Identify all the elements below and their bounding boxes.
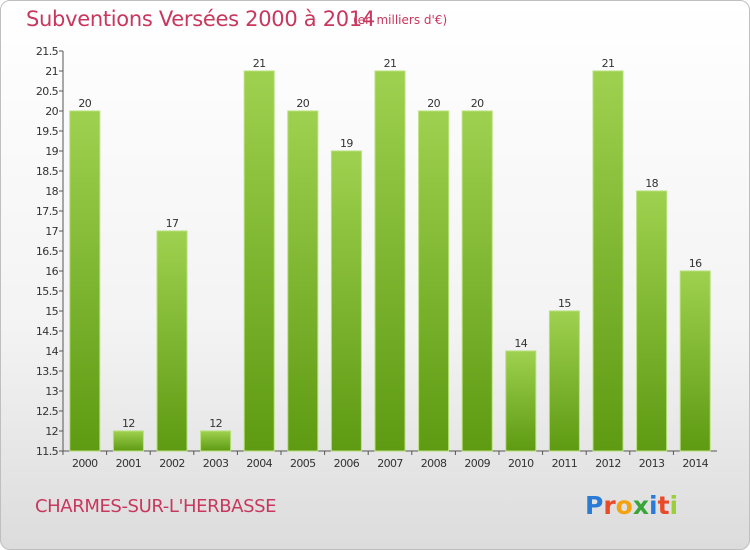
x-tick-label: 2005 — [290, 457, 316, 470]
logo-letter: i — [649, 491, 658, 520]
x-tick-label: 2006 — [334, 457, 360, 470]
data-label: 21 — [253, 57, 266, 70]
x-tick-label: 2014 — [682, 457, 708, 470]
chart-title: Subventions Versées 2000 à 2014 — [26, 7, 375, 31]
data-label: 21 — [384, 57, 397, 70]
data-label: 17 — [166, 217, 179, 230]
data-label: 12 — [209, 417, 222, 430]
data-label: 19 — [340, 137, 353, 150]
data-label: 14 — [514, 337, 527, 350]
data-label: 20 — [296, 97, 309, 110]
y-tick-label: 16 — [45, 265, 58, 278]
x-tick-label: 2008 — [421, 457, 447, 470]
logo-letter: i — [669, 491, 679, 520]
y-tick-label: 14 — [45, 345, 58, 358]
x-tick-label: 2010 — [508, 457, 534, 470]
y-tick-label: 13.5 — [36, 365, 59, 378]
x-tick-label: 2012 — [595, 457, 621, 470]
axes: 11.5 12 12.5 13 13.5 14 14.5 15 15.5 16 16.5 17 17.5… — [36, 45, 717, 470]
data-labels: 20 12 17 12 21 20 19 21 20 20 14 15 21 18 16 — [78, 57, 702, 430]
y-tick-label: 21.5 — [36, 45, 59, 58]
bars — [69, 70, 711, 452]
bar — [679, 270, 711, 452]
y-tick-label: 18 — [45, 185, 58, 198]
x-tick-label: 2003 — [203, 457, 229, 470]
data-label: 20 — [427, 97, 440, 110]
bar — [548, 310, 580, 452]
x-tick-label: 2011 — [552, 457, 578, 470]
bar — [200, 430, 232, 452]
bar — [287, 110, 319, 452]
y-tick-label: 17 — [45, 225, 58, 238]
logo-letter: o — [615, 491, 633, 520]
x-tick-label: 2013 — [639, 457, 665, 470]
bar — [418, 110, 450, 452]
y-tick-label: 14.5 — [36, 325, 59, 338]
data-label: 15 — [558, 297, 571, 310]
y-tick-label: 17.5 — [36, 205, 59, 218]
y-tick-label: 15.5 — [36, 285, 59, 298]
logo-letter: P — [585, 491, 604, 520]
bar — [330, 150, 362, 452]
bar — [461, 110, 493, 452]
logo-letter: t — [657, 491, 670, 520]
bar — [69, 110, 101, 452]
proxiti-logo[interactable]: Proxiti — [585, 491, 678, 520]
y-tick-label: 12.5 — [36, 405, 59, 418]
bar — [374, 70, 406, 452]
y-tick-label: 12 — [45, 425, 58, 438]
data-label: 20 — [78, 97, 91, 110]
y-tick-label: 19.5 — [36, 125, 59, 138]
bar — [112, 430, 144, 452]
bar — [505, 350, 537, 452]
y-tick-label: 20 — [45, 105, 58, 118]
data-label: 21 — [602, 57, 615, 70]
data-label: 16 — [689, 257, 702, 270]
y-tick-label: 11.5 — [36, 445, 59, 458]
x-tick-label: 2002 — [159, 457, 185, 470]
x-tick-label: 2007 — [377, 457, 403, 470]
commune-name: CHARMES-SUR-L'HERBASSE — [35, 496, 277, 517]
data-label: 20 — [471, 97, 484, 110]
y-tick-label: 19 — [45, 145, 58, 158]
bar — [636, 190, 668, 452]
y-tick-label: 20.5 — [36, 85, 59, 98]
chart-subtitle: (en milliers d'€) — [353, 13, 448, 27]
bar — [243, 70, 275, 452]
y-tick-label: 16.5 — [36, 245, 59, 258]
y-tick-label: 13 — [45, 385, 58, 398]
bar — [156, 230, 188, 452]
logo-letter: r — [603, 491, 616, 520]
x-tick-label: 2009 — [464, 457, 490, 470]
x-tick-label: 2004 — [246, 457, 272, 470]
data-label: 18 — [645, 177, 658, 190]
x-tick-label: 2001 — [116, 457, 142, 470]
data-label: 12 — [122, 417, 135, 430]
y-tick-label: 18.5 — [36, 165, 59, 178]
x-tick-label: 2000 — [72, 457, 98, 470]
logo-letter: x — [632, 491, 649, 520]
y-tick-label: 21 — [45, 65, 58, 78]
bar — [592, 70, 624, 452]
y-tick-label: 15 — [45, 305, 58, 318]
